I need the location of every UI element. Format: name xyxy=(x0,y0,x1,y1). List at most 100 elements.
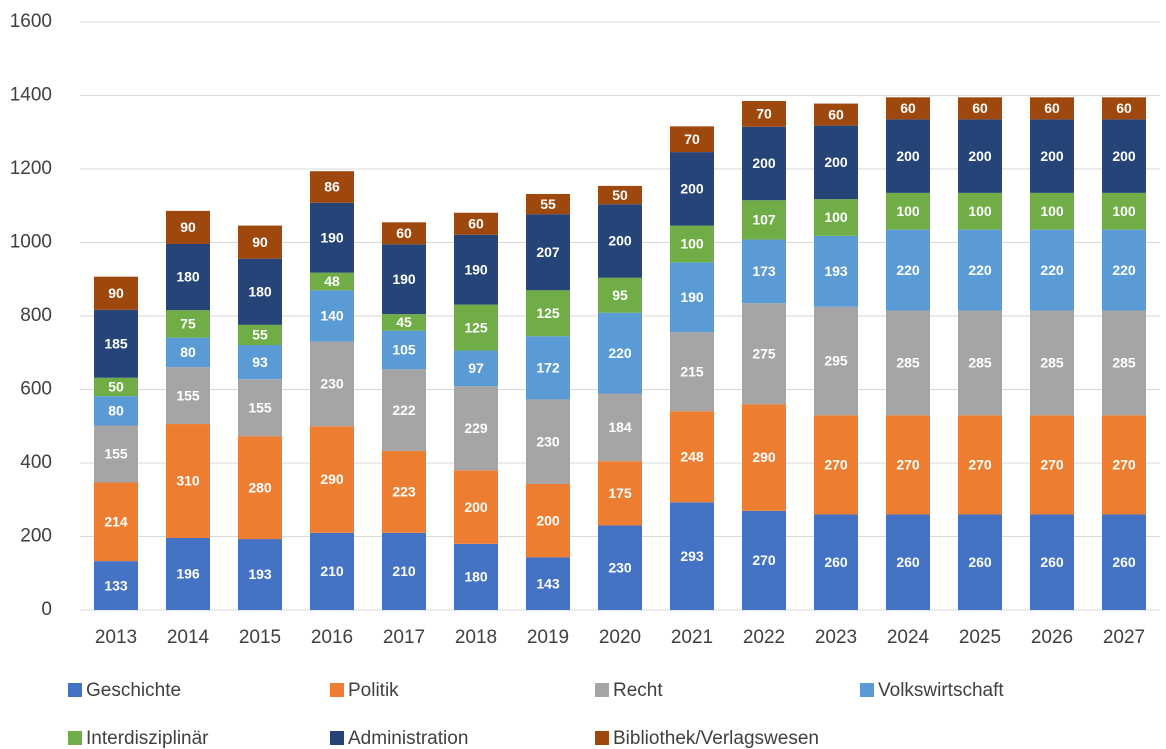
data-label: 60 xyxy=(828,106,844,122)
x-tick-label: 2017 xyxy=(383,627,425,648)
data-label: 200 xyxy=(968,148,992,164)
data-label: 173 xyxy=(752,263,776,279)
bar-segment xyxy=(958,310,1002,416)
bar-segment xyxy=(1102,310,1146,416)
bar-segment xyxy=(526,336,570,400)
data-label: 222 xyxy=(392,402,416,418)
x-tick-label: 2027 xyxy=(1103,627,1145,648)
data-label: 200 xyxy=(464,499,488,515)
bar-segment xyxy=(598,525,642,610)
data-label: 100 xyxy=(896,203,920,219)
bar-segment xyxy=(1102,415,1146,515)
data-label: 210 xyxy=(392,563,416,579)
data-label: 270 xyxy=(752,552,776,568)
bar-segment xyxy=(958,415,1002,515)
bar-segment xyxy=(382,222,426,245)
bar-segment xyxy=(1030,97,1074,120)
data-label: 190 xyxy=(392,271,416,287)
bar-segment xyxy=(454,386,498,471)
data-label: 97 xyxy=(468,360,484,376)
bar-segment xyxy=(454,543,498,610)
bar-segment xyxy=(382,314,426,331)
bar-segment xyxy=(166,337,210,368)
data-label: 180 xyxy=(248,283,272,299)
data-label: 45 xyxy=(396,314,412,330)
bar-segment xyxy=(94,377,138,397)
data-label: 60 xyxy=(468,215,484,231)
data-label: 155 xyxy=(104,446,128,462)
bar-segment xyxy=(382,330,426,370)
data-label: 220 xyxy=(1040,262,1064,278)
data-label: 196 xyxy=(176,566,200,582)
data-label: 270 xyxy=(896,457,920,473)
bar-segment xyxy=(1102,229,1146,311)
bar-segment xyxy=(238,258,282,325)
bar-segment xyxy=(886,97,930,120)
bar-segment xyxy=(670,262,714,333)
x-tick-label: 2019 xyxy=(527,627,569,648)
legend-label: Volkswirtschaft xyxy=(878,680,1004,701)
y-tick-label: 1400 xyxy=(10,85,52,106)
data-label: 270 xyxy=(968,457,992,473)
data-label: 190 xyxy=(680,289,704,305)
data-label: 140 xyxy=(320,308,344,324)
data-label: 70 xyxy=(684,131,700,147)
data-label: 200 xyxy=(824,154,848,170)
data-label: 90 xyxy=(180,219,196,235)
data-label: 223 xyxy=(392,484,416,500)
bar-segment xyxy=(382,532,426,610)
data-label: 60 xyxy=(1044,100,1060,116)
data-label: 260 xyxy=(1040,554,1064,570)
bar-segment xyxy=(1030,229,1074,311)
data-label: 172 xyxy=(536,360,560,376)
y-tick-label: 1200 xyxy=(10,158,52,179)
data-label: 70 xyxy=(756,106,772,122)
data-label: 55 xyxy=(252,327,268,343)
data-label: 248 xyxy=(680,448,704,464)
bar-segment xyxy=(958,119,1002,193)
data-label: 180 xyxy=(464,569,488,585)
bar-segment xyxy=(742,200,786,240)
data-label: 100 xyxy=(824,209,848,225)
bar-segment xyxy=(742,239,786,304)
y-tick-label: 400 xyxy=(20,452,52,473)
bar-segment xyxy=(886,119,930,193)
bar-segment xyxy=(742,510,786,610)
bar-segment xyxy=(526,557,570,610)
bar-segment xyxy=(94,276,138,310)
y-tick-label: 0 xyxy=(41,599,52,620)
data-label: 230 xyxy=(536,433,560,449)
bar-segment xyxy=(526,193,570,215)
bar-segment xyxy=(526,290,570,337)
x-tick-label: 2013 xyxy=(95,627,137,648)
data-label: 100 xyxy=(1112,203,1136,219)
bar-segment xyxy=(1030,310,1074,416)
data-label: 193 xyxy=(824,263,848,279)
legend-swatch xyxy=(595,731,609,745)
bar-segment xyxy=(670,332,714,412)
bar-segment xyxy=(670,152,714,226)
legend-label: Recht xyxy=(613,680,663,701)
bar-segment xyxy=(310,532,354,610)
data-label: 220 xyxy=(1112,262,1136,278)
legend-swatch xyxy=(330,731,344,745)
y-tick-label: 1600 xyxy=(10,11,52,32)
data-label: 50 xyxy=(108,379,124,395)
bar-segment xyxy=(238,345,282,380)
legend-swatch xyxy=(595,683,609,697)
bar-segment xyxy=(598,393,642,462)
data-label: 133 xyxy=(104,577,128,593)
bar-segment xyxy=(382,244,426,315)
x-tick-label: 2023 xyxy=(815,627,857,648)
y-tick-label: 800 xyxy=(20,305,52,326)
bar-segment xyxy=(670,502,714,610)
data-label: 155 xyxy=(176,387,200,403)
data-label: 220 xyxy=(896,262,920,278)
bar-segment xyxy=(958,514,1002,610)
data-label: 290 xyxy=(320,471,344,487)
data-label: 50 xyxy=(612,187,628,203)
data-label: 155 xyxy=(248,399,272,415)
data-label: 200 xyxy=(896,148,920,164)
bar-segment xyxy=(526,399,570,484)
